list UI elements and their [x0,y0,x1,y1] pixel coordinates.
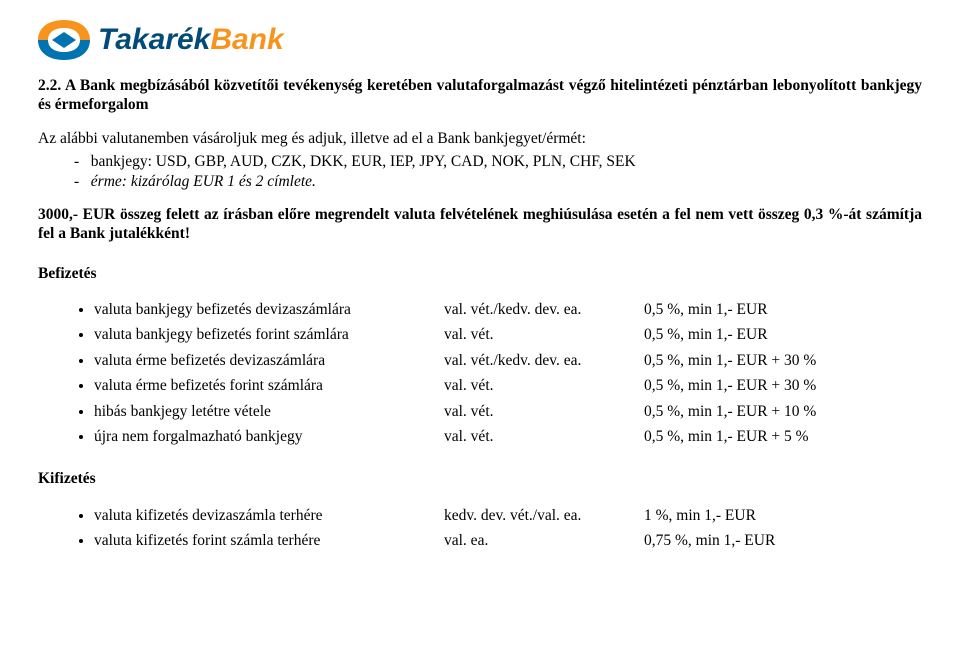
item-mid: val. vét. [444,427,644,446]
list-item: hibás bankjegy letétre vétele val. vét. … [94,399,922,424]
payout-heading: Kifizetés [38,469,922,488]
item-mid: val. vét. [444,376,644,395]
note-paragraph: 3000,- EUR összeg felett az írásban előr… [38,205,922,244]
item-desc: valuta bankjegy befizetés devizaszámlára [94,300,444,319]
item-fee: 0,5 %, min 1,- EUR + 30 % [644,376,922,395]
item-desc: újra nem forgalmazható bankjegy [94,427,444,446]
logo-word-1: Takarék [98,21,210,59]
item-desc: valuta kifizetés forint számla terhére [94,531,444,550]
list-item: újra nem forgalmazható bankjegy val. vét… [94,424,922,449]
logo-mark [38,18,90,62]
list-item: valuta kifizetés forint számla terhére v… [94,528,922,553]
logo: TakarékBank [38,18,922,62]
item-desc: valuta érme befizetés devizaszámlára [94,351,444,370]
item-fee: 0,75 %, min 1,- EUR [644,531,922,550]
item-fee: 0,5 %, min 1,- EUR + 10 % [644,402,922,421]
item-desc: valuta érme befizetés forint számlára [94,376,444,395]
item-mid: val. vét./kedv. dev. ea. [444,351,644,370]
item-mid: val. ea. [444,531,644,550]
item-fee: 0,5 %, min 1,- EUR + 30 % [644,351,922,370]
item-fee: 0,5 %, min 1,- EUR + 5 % [644,427,922,446]
section-heading: 2.2. A Bank megbízásából közvetítői tevé… [38,76,922,115]
item-fee: 1 %, min 1,- EUR [644,506,922,525]
item-mid: kedv. dev. vét./val. ea. [444,506,644,525]
currency-list: - bankjegy: USD, GBP, AUD, CZK, DKK, EUR… [38,152,922,191]
item-mid: val. vét. [444,325,644,344]
list-item: valuta bankjegy befizetés devizaszámlára… [94,297,922,322]
payout-list: valuta kifizetés devizaszámla terhére ke… [38,503,922,554]
item-desc: valuta bankjegy befizetés forint számlár… [94,325,444,344]
deposit-list: valuta bankjegy befizetés devizaszámlára… [38,297,922,449]
item-fee: 0,5 %, min 1,- EUR [644,300,922,319]
currency-line: - érme: kizárólag EUR 1 és 2 címlete. [74,172,922,191]
item-desc: hibás bankjegy letétre vétele [94,402,444,421]
item-mid: val. vét. [444,402,644,421]
currency-line: - bankjegy: USD, GBP, AUD, CZK, DKK, EUR… [74,152,922,171]
intro-paragraph: Az alábbi valutanemben vásároljuk meg és… [38,129,922,148]
list-item: valuta bankjegy befizetés forint számlár… [94,322,922,347]
deposit-heading: Befizetés [38,264,922,283]
item-mid: val. vét./kedv. dev. ea. [444,300,644,319]
logo-word-2: Bank [210,21,283,59]
item-desc: valuta kifizetés devizaszámla terhére [94,506,444,525]
list-item: valuta érme befizetés devizaszámlára val… [94,348,922,373]
list-item: valuta kifizetés devizaszámla terhére ke… [94,503,922,528]
item-fee: 0,5 %, min 1,- EUR [644,325,922,344]
list-item: valuta érme befizetés forint számlára va… [94,373,922,398]
logo-text: TakarékBank [98,21,284,59]
